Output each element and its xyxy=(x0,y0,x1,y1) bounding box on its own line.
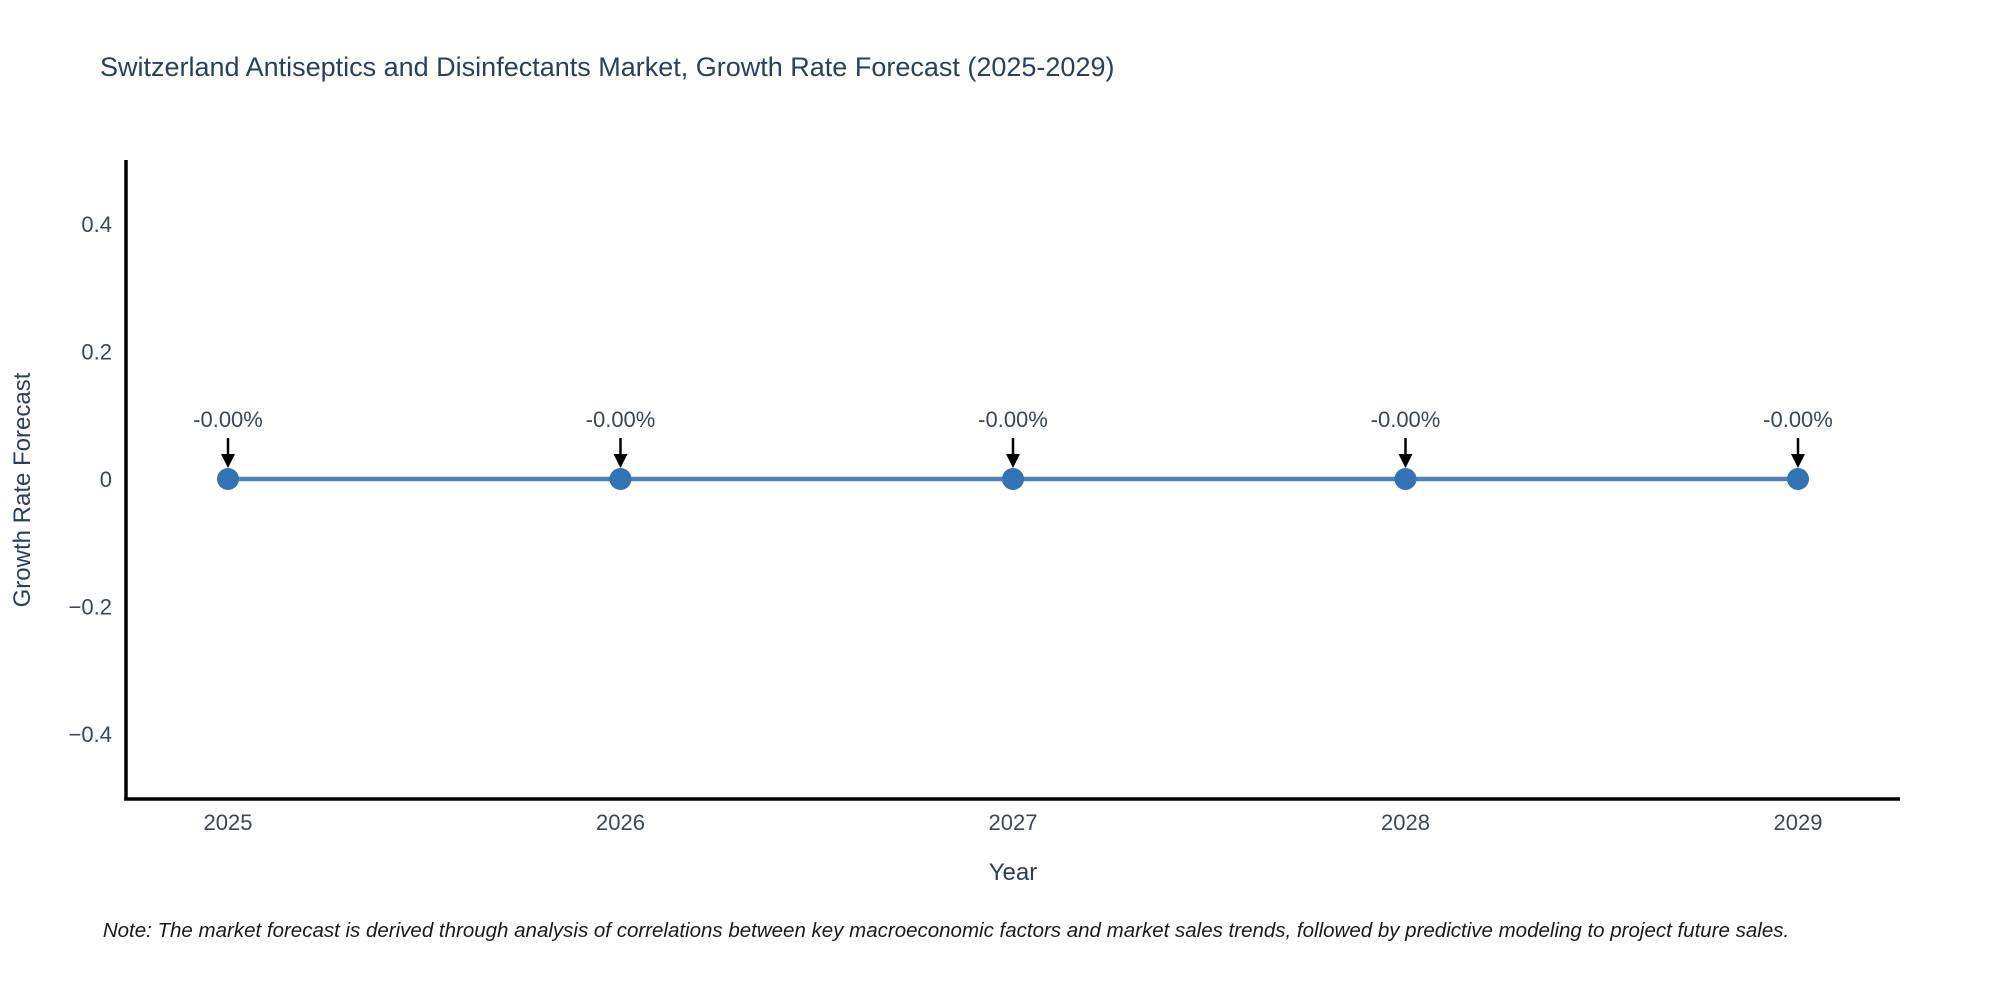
ytick-label: 0 xyxy=(100,467,112,492)
annotation-arrowhead-icon xyxy=(221,454,235,468)
data-point-marker xyxy=(609,468,632,490)
annotation-arrowhead-icon xyxy=(1006,454,1020,468)
annotation-label: -0.00% xyxy=(978,407,1048,432)
ytick-label: 0.2 xyxy=(81,340,112,365)
footnote: Note: The market forecast is derived thr… xyxy=(102,919,1790,942)
ytick-label: 0.4 xyxy=(81,212,112,237)
data-point-marker xyxy=(1787,468,1809,490)
data-point-marker xyxy=(1002,468,1024,490)
xtick-label: 2027 xyxy=(989,810,1038,835)
x-axis-title: Year xyxy=(988,859,1038,886)
data-point-marker xyxy=(1394,468,1417,490)
annotation-label: -0.00% xyxy=(1371,407,1441,432)
annotation-arrowhead-icon xyxy=(1791,454,1805,468)
chart-title: Switzerland Antiseptics and Disinfectant… xyxy=(100,52,1115,82)
xtick-label: 2028 xyxy=(1381,810,1430,835)
data-point-marker xyxy=(217,468,239,490)
xtick-label: 2029 xyxy=(1774,810,1823,835)
annotation-arrowhead-icon xyxy=(613,454,628,468)
xtick-label: 2026 xyxy=(596,810,645,835)
annotation-arrowhead-icon xyxy=(1398,454,1413,468)
ytick-label: −0.2 xyxy=(69,595,112,620)
annotation-label: -0.00% xyxy=(586,407,656,432)
ytick-label: −0.4 xyxy=(69,722,112,747)
annotation-label: -0.00% xyxy=(193,407,263,432)
annotation-label: -0.00% xyxy=(1763,407,1833,432)
xtick-label: 2025 xyxy=(204,810,253,835)
